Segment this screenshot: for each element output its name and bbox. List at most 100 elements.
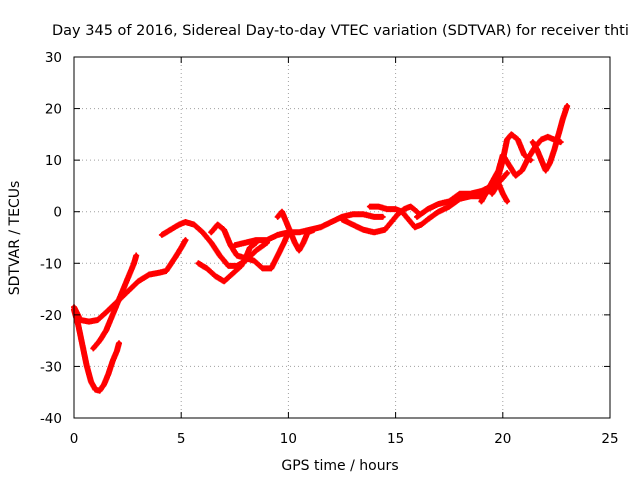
data-point bbox=[88, 379, 94, 385]
data-point bbox=[191, 222, 197, 227]
data-point bbox=[504, 199, 510, 204]
data-point bbox=[318, 224, 323, 230]
data-point bbox=[121, 286, 126, 292]
data-point bbox=[221, 279, 227, 284]
x-tick-label: 0 bbox=[70, 431, 79, 447]
data-point bbox=[84, 364, 90, 369]
data-point bbox=[305, 230, 310, 235]
data-point bbox=[91, 346, 96, 351]
data-point bbox=[522, 152, 527, 158]
y-axis-label: SDTVAR / TECUs bbox=[7, 181, 23, 296]
data-point bbox=[552, 147, 557, 153]
data-point bbox=[393, 206, 398, 212]
y-tick-label: -20 bbox=[40, 308, 62, 324]
series-layer bbox=[71, 103, 571, 394]
data-point bbox=[234, 253, 240, 258]
data-point bbox=[215, 222, 220, 227]
data-point bbox=[254, 237, 259, 243]
data-point bbox=[157, 270, 162, 275]
data-point bbox=[329, 219, 334, 225]
series-trace-13 bbox=[489, 180, 511, 205]
data-point bbox=[504, 137, 510, 142]
data-point bbox=[389, 219, 394, 225]
data-point bbox=[500, 191, 505, 196]
y-tick-label: 30 bbox=[45, 50, 62, 66]
data-point bbox=[564, 103, 570, 109]
data-point bbox=[114, 302, 120, 307]
y-tick-label: 20 bbox=[45, 102, 62, 118]
data-point bbox=[406, 217, 411, 222]
data-point bbox=[243, 240, 248, 245]
data-point bbox=[172, 255, 177, 261]
chart-title: Day 345 of 2016, Sidereal Day-to-day VTE… bbox=[52, 23, 629, 39]
data-point bbox=[228, 243, 233, 248]
data-point bbox=[103, 328, 109, 333]
data-point bbox=[108, 317, 113, 323]
data-point bbox=[200, 230, 205, 235]
data-point bbox=[500, 152, 505, 158]
data-point bbox=[489, 191, 495, 196]
data-point bbox=[146, 272, 152, 277]
x-tick-label: 5 bbox=[177, 431, 186, 447]
data-point bbox=[526, 155, 531, 160]
y-tick-label: -40 bbox=[40, 411, 62, 427]
data-point bbox=[168, 227, 173, 232]
series-trace-7 bbox=[231, 211, 386, 249]
data-point bbox=[196, 261, 201, 266]
data-point bbox=[560, 116, 566, 122]
data-point bbox=[183, 219, 188, 225]
data-point bbox=[80, 343, 85, 348]
data-point bbox=[425, 206, 430, 212]
series-trace-14 bbox=[529, 103, 571, 174]
data-point bbox=[243, 255, 248, 261]
data-point bbox=[412, 224, 418, 230]
data-point bbox=[296, 248, 302, 253]
data-point bbox=[281, 240, 287, 245]
data-point bbox=[93, 387, 98, 392]
data-point bbox=[296, 230, 302, 235]
data-point bbox=[127, 271, 132, 276]
data-point bbox=[545, 134, 551, 140]
data-point bbox=[275, 253, 280, 258]
data-point bbox=[447, 199, 452, 204]
data-point bbox=[209, 230, 214, 235]
data-point bbox=[367, 204, 373, 209]
data-point bbox=[513, 173, 518, 178]
data-point bbox=[457, 191, 463, 196]
data-point bbox=[509, 132, 514, 137]
data-point bbox=[371, 214, 377, 220]
data-point bbox=[382, 227, 388, 232]
data-point bbox=[419, 222, 424, 227]
x-tick-label: 20 bbox=[494, 431, 511, 447]
data-point bbox=[350, 222, 355, 227]
data-point bbox=[183, 237, 188, 243]
data-point bbox=[217, 253, 222, 258]
data-point bbox=[106, 371, 111, 377]
x-tick-label: 15 bbox=[387, 431, 404, 447]
data-point bbox=[496, 168, 501, 173]
data-point bbox=[479, 188, 484, 194]
data-point bbox=[384, 206, 390, 212]
data-point bbox=[288, 230, 293, 235]
data-point bbox=[468, 191, 473, 196]
data-point bbox=[254, 248, 259, 253]
data-point bbox=[239, 263, 244, 269]
data-point bbox=[101, 382, 107, 387]
data-point bbox=[136, 279, 141, 284]
data-point bbox=[436, 209, 441, 214]
data-point bbox=[114, 348, 120, 354]
data-point bbox=[103, 310, 109, 315]
data-point bbox=[539, 157, 544, 163]
data-point bbox=[371, 230, 377, 235]
data-point bbox=[133, 253, 139, 258]
data-point bbox=[408, 204, 413, 209]
data-point bbox=[414, 214, 420, 220]
data-point bbox=[213, 273, 218, 279]
data-point bbox=[530, 139, 536, 145]
data-point bbox=[556, 132, 561, 137]
data-point bbox=[97, 338, 102, 343]
data-point bbox=[275, 214, 280, 220]
y-tick-label: -10 bbox=[40, 256, 62, 272]
data-point bbox=[301, 240, 306, 245]
